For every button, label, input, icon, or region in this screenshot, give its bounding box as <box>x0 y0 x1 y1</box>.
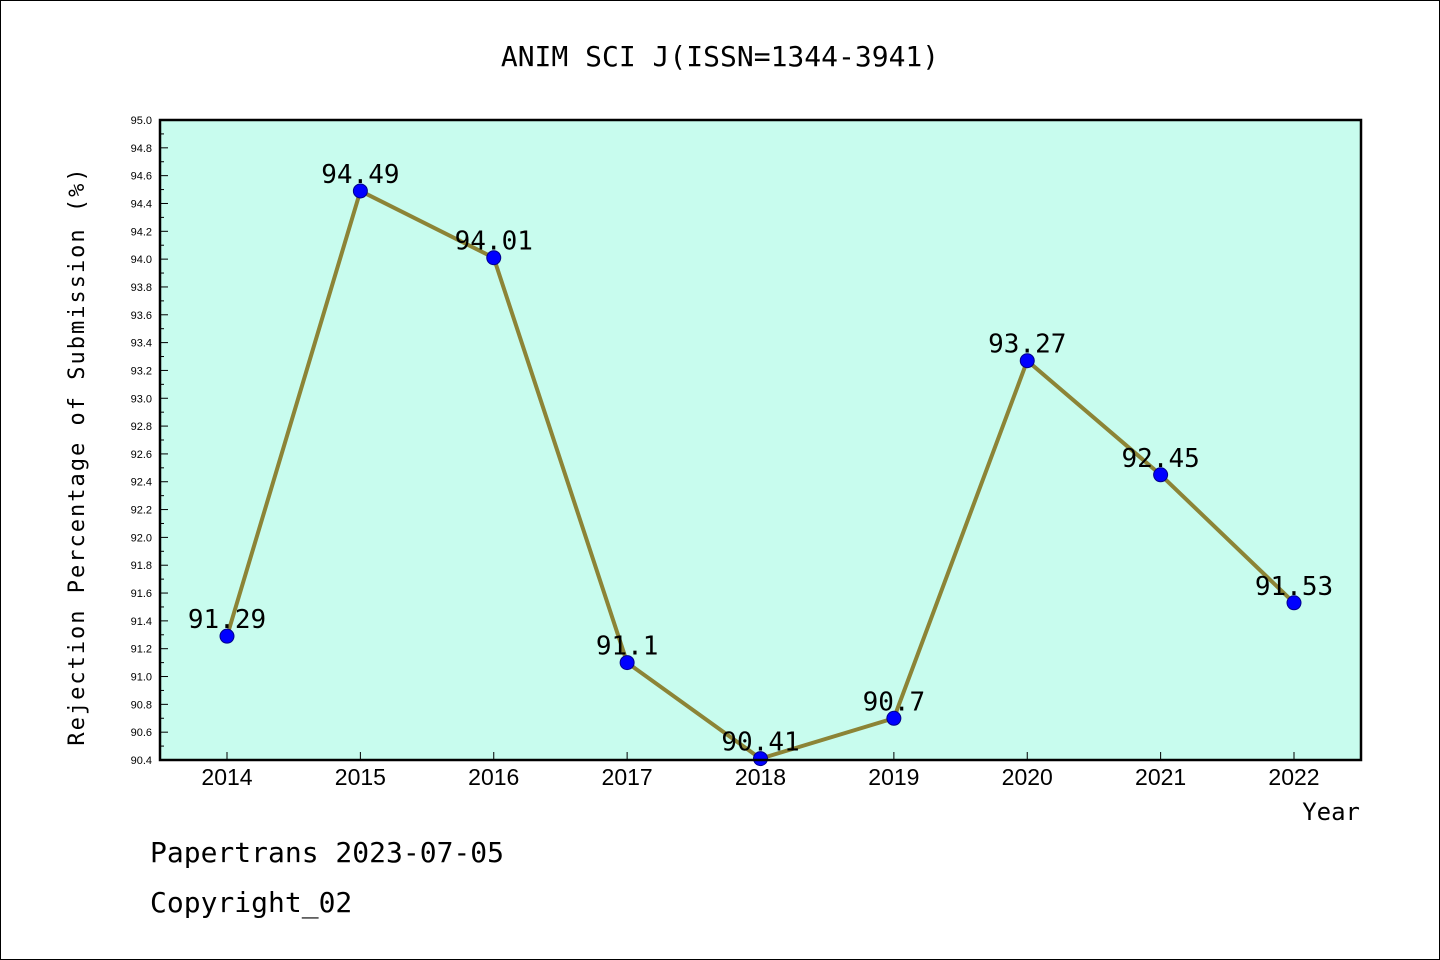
y-tick-label: 93.6 <box>131 310 152 322</box>
data-point <box>1286 595 1302 611</box>
plot-area <box>160 120 1361 760</box>
plot-border <box>158 118 1363 762</box>
x-tick-label: 2016 <box>468 764 519 790</box>
footer-copyright: Copyright_02 <box>150 886 353 919</box>
x-tick-label: 2022 <box>1268 764 1319 790</box>
data-label: 92.45 <box>1121 444 1199 474</box>
y-tick-label: 90.6 <box>131 727 152 739</box>
y-axis-ticks: 90.4 90.6 90.8 91.0 91.2 91.4 91.6 91.8 92.0 92.2… <box>131 115 168 767</box>
y-tick-label: 91.0 <box>131 672 152 684</box>
data-point <box>753 751 768 767</box>
data-point <box>619 655 635 671</box>
y-tick-label: 92.4 <box>131 477 152 489</box>
data-point <box>886 710 902 726</box>
y-tick-label: 91.6 <box>131 588 152 600</box>
y-axis-label: Rejection Percentage of Submission (%) <box>65 166 90 745</box>
y-tick-label: 92.8 <box>131 421 152 433</box>
x-axis-label: Year <box>1302 798 1360 826</box>
y-tick-label: 94.6 <box>131 171 152 183</box>
y-tick-label: 94.8 <box>131 143 152 155</box>
x-tick-label: 2021 <box>1135 764 1186 790</box>
data-series <box>219 183 1302 767</box>
y-tick-label: 95.0 <box>131 115 152 127</box>
x-tick-label: 2020 <box>1002 764 1053 790</box>
data-point <box>1153 467 1169 483</box>
x-tick-label: 2017 <box>602 764 653 790</box>
y-tick-label: 93.2 <box>131 365 152 377</box>
chart-title: ANIM SCI J(ISSN=1344-3941) <box>501 40 939 73</box>
data-label: 91.1 <box>596 632 659 662</box>
data-label: 91.53 <box>1255 572 1333 602</box>
data-point <box>352 183 368 199</box>
data-label: 91.29 <box>188 605 266 635</box>
y-tick-label: 92.6 <box>131 449 152 461</box>
y-tick-label: 94.2 <box>131 226 152 238</box>
y-tick-label: 90.8 <box>131 699 152 711</box>
y-tick-label: 94.4 <box>131 198 152 210</box>
data-label: 94.49 <box>321 160 399 190</box>
footer-date: Papertrans 2023-07-05 <box>150 836 505 869</box>
y-tick-label: 93.4 <box>131 338 152 350</box>
y-tick-label: 91.4 <box>131 616 152 628</box>
data-point <box>1019 353 1035 369</box>
y-tick-label: 90.4 <box>131 755 152 767</box>
data-label: 93.27 <box>988 330 1066 360</box>
x-tick-label: 2014 <box>201 764 252 790</box>
y-tick-label: 92.2 <box>131 505 152 517</box>
data-point <box>219 628 235 644</box>
data-point <box>486 250 502 266</box>
x-tick-label: 2015 <box>335 764 386 790</box>
y-tick-label: 92.0 <box>131 532 152 544</box>
x-tick-label: 2019 <box>868 764 919 790</box>
data-labels: 91.29 94.49 94.01 91.1 90.41 90.7 93.27 92.45 91… <box>188 160 1333 758</box>
y-tick-label: 91.8 <box>131 560 152 572</box>
y-tick-label: 91.2 <box>131 644 152 656</box>
data-label: 90.41 <box>721 728 799 758</box>
x-tick-label: 2018 <box>735 764 786 790</box>
y-tick-label: 93.8 <box>131 282 152 294</box>
data-label: 90.7 <box>863 687 926 717</box>
x-axis-ticks: 2014 2015 2016 2017 2018 2019 2020 2021 2022 <box>201 752 1320 790</box>
y-tick-label: 94.0 <box>131 254 152 266</box>
data-label: 94.01 <box>455 227 533 257</box>
y-tick-label: 93.0 <box>131 393 152 405</box>
